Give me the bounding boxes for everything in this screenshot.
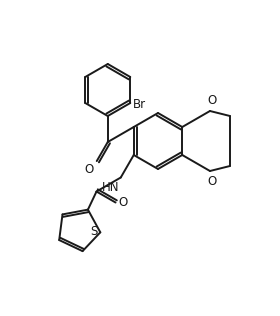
Text: O: O [207,94,217,107]
Text: O: O [207,175,217,188]
Text: O: O [85,163,94,176]
Text: Br: Br [133,98,146,111]
Text: HN: HN [102,180,120,193]
Text: O: O [118,196,128,209]
Text: S: S [90,225,97,238]
